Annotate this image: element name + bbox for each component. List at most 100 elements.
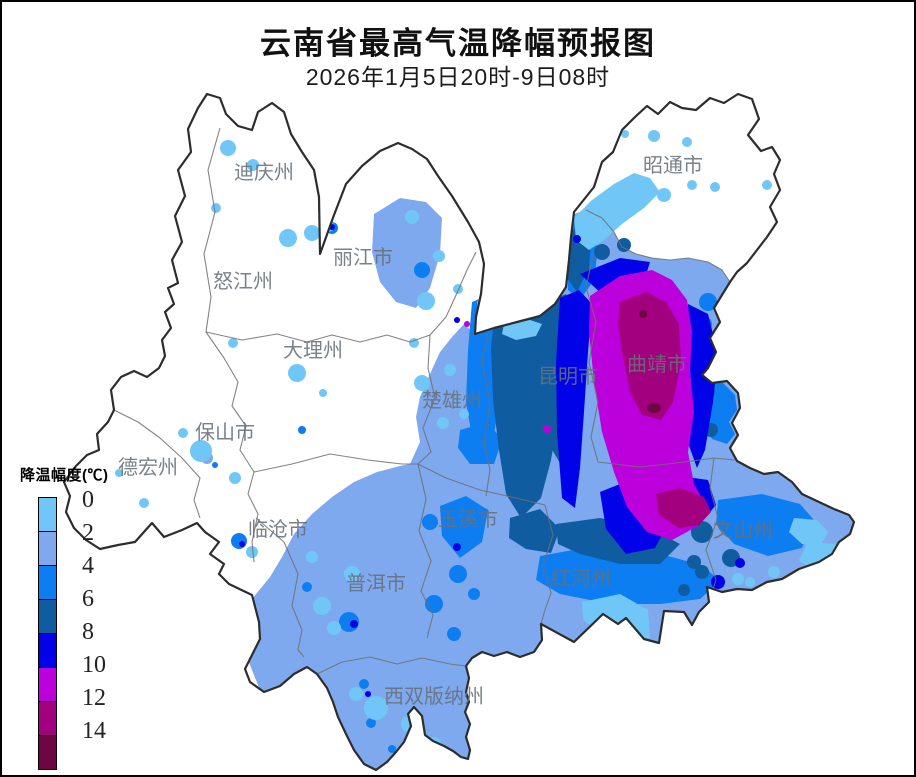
temperature-region	[556, 290, 592, 508]
region-label: 丽江市	[333, 246, 393, 269]
page-subtitle: 2026年1月5日20时-9日08时	[305, 64, 611, 90]
temperature-region	[573, 235, 581, 243]
temperature-region	[657, 188, 671, 202]
region-label: 昆明市	[538, 365, 598, 388]
legend-swatch	[38, 531, 57, 566]
legend-swatch	[38, 497, 57, 532]
temperature-region	[682, 137, 692, 147]
temperature-region	[732, 573, 744, 585]
temperature-region	[372, 198, 442, 308]
page-title: 云南省最高气温降幅预报图	[260, 26, 656, 61]
temperature-region	[327, 621, 341, 635]
temperature-region	[319, 389, 327, 397]
temperature-region	[687, 304, 718, 468]
temperature-region	[302, 582, 312, 592]
legend-value: 4	[82, 553, 94, 579]
prefecture-borders	[113, 127, 736, 675]
temperature-region	[687, 555, 701, 569]
temperature-region	[239, 541, 245, 547]
legend-value: 12	[82, 685, 106, 711]
temperature-region	[350, 620, 358, 628]
temperature-region	[647, 403, 661, 413]
legend-scale: 0 2 4 6 8 10 12 14	[38, 488, 106, 770]
temperature-region	[414, 262, 430, 278]
temperature-region	[762, 180, 772, 190]
temperature-region	[405, 210, 419, 224]
temperature-region	[453, 284, 463, 294]
temperature-region	[709, 597, 719, 607]
temperature-region	[536, 545, 720, 604]
region-label: 楚雄州	[422, 389, 482, 412]
temperature-region	[344, 566, 360, 582]
temperature-region	[768, 566, 780, 578]
temperature-fill-layer	[115, 130, 854, 770]
temperature-region	[453, 543, 461, 551]
temperature-region	[211, 203, 221, 213]
temperature-region	[745, 577, 755, 587]
province-outline	[62, 92, 856, 772]
region-label: 普洱市	[346, 572, 406, 595]
region-label: 德宏州	[118, 456, 178, 479]
region-label: 文山州	[713, 519, 773, 542]
temperature-region	[313, 597, 331, 615]
temperature-region	[228, 338, 238, 348]
temperature-region	[417, 292, 435, 310]
temperature-region	[359, 679, 369, 689]
temperature-region	[574, 173, 660, 250]
legend-swatch	[38, 735, 57, 770]
region-label: 红河州	[551, 567, 611, 590]
legend-value: 0	[82, 487, 94, 513]
temperature-region	[190, 440, 212, 462]
temperature-region	[711, 575, 725, 589]
temperature-region	[288, 364, 306, 382]
region-label: 西双版纳州	[384, 685, 484, 708]
region-label: 昭通市	[643, 154, 703, 177]
temperature-region	[617, 238, 631, 252]
temperature-region	[178, 428, 188, 438]
temperature-region	[388, 745, 396, 753]
temperature-region	[502, 320, 542, 340]
temperature-region	[349, 687, 363, 701]
temperature-region	[212, 462, 218, 468]
legend-value: 8	[82, 619, 94, 645]
temperature-region	[220, 140, 236, 156]
temperature-region	[422, 514, 438, 530]
temperature-region	[569, 248, 581, 260]
temperature-region	[468, 588, 480, 600]
temperature-region	[639, 310, 647, 318]
temperature-region	[735, 558, 745, 568]
temperature-region	[279, 229, 297, 247]
temperature-region	[247, 159, 259, 171]
temperature-region	[464, 321, 470, 327]
temperature-region	[139, 498, 149, 508]
temperature-region	[298, 426, 306, 434]
temperature-region	[229, 472, 241, 484]
temperature-region	[621, 130, 629, 138]
legend-swatch	[38, 701, 57, 736]
legend: 降温幅度(℃) 0 2 4 6 8 10 12 14	[20, 464, 130, 770]
temperature-region	[789, 518, 828, 547]
region-label: 临沧市	[248, 518, 308, 541]
temperature-region	[437, 417, 449, 429]
legend-swatch	[38, 667, 57, 702]
region-label: 大理州	[283, 339, 343, 362]
temperature-region	[648, 130, 660, 142]
temperature-region	[365, 691, 371, 697]
temperature-region	[458, 422, 502, 464]
temperature-region	[678, 584, 690, 596]
temperature-region	[115, 469, 123, 477]
temperature-region	[306, 551, 318, 563]
temperature-region	[304, 225, 320, 241]
temperature-region	[447, 627, 461, 641]
temperature-region	[543, 425, 551, 433]
temperature-region	[366, 718, 376, 728]
temperature-region	[542, 315, 552, 325]
legend-swatch	[38, 599, 57, 634]
legend-value: 2	[82, 520, 94, 546]
region-label: 保山市	[195, 421, 255, 444]
temperature-region	[444, 364, 456, 376]
region-label: 曲靖市	[627, 353, 687, 376]
legend-value: 14	[82, 718, 106, 744]
